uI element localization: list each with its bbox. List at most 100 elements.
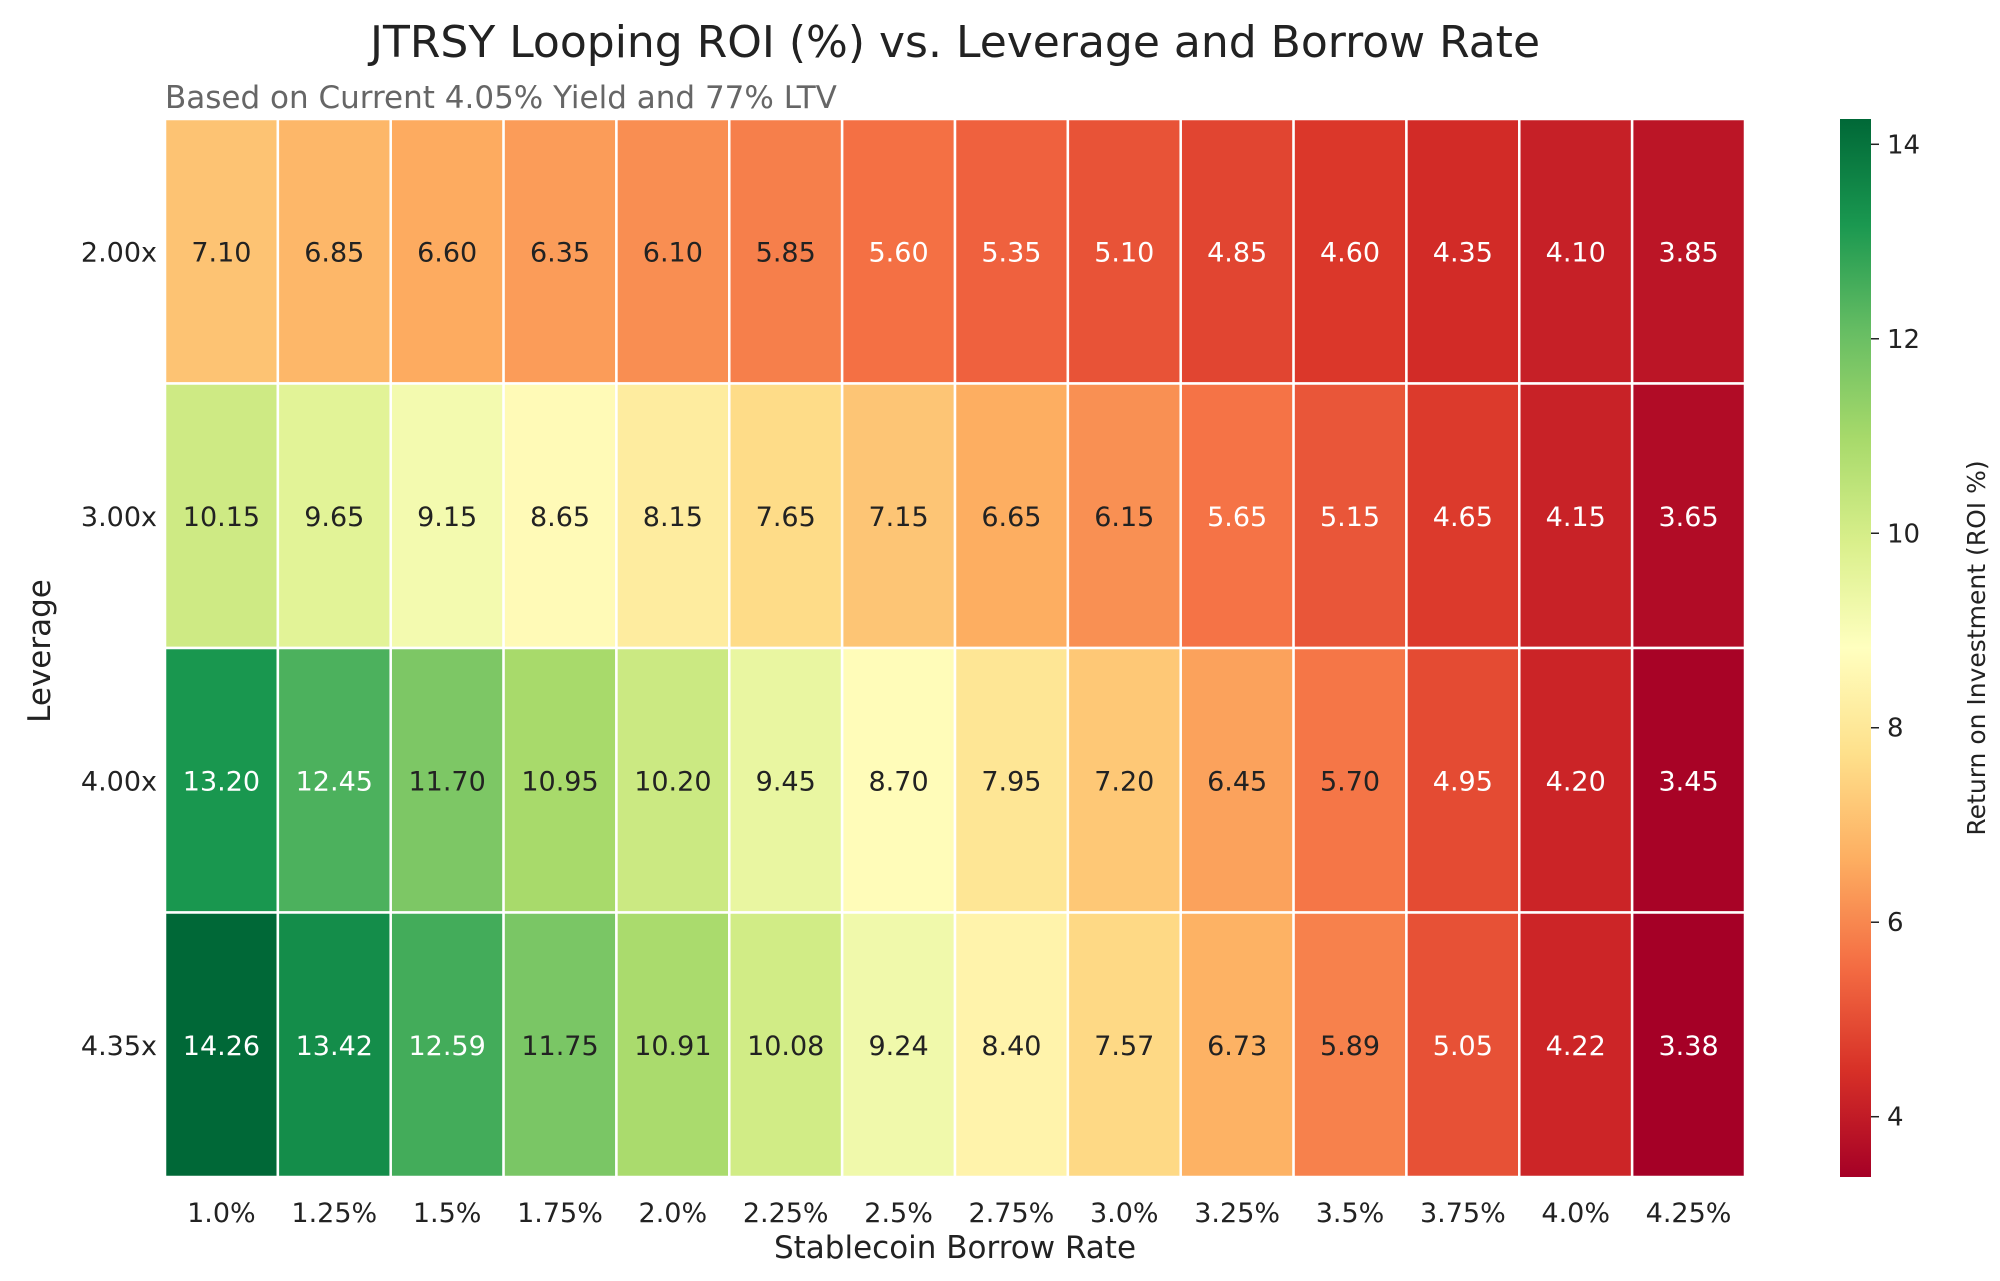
cell-value-label: 10.08 xyxy=(747,1031,824,1062)
x-tick-label: 1.5% xyxy=(413,1198,482,1229)
cell-value-label: 5.65 xyxy=(1207,502,1267,533)
heatmap-cell xyxy=(1066,646,1182,914)
heatmap-cell xyxy=(953,117,1070,385)
y-tick-label: 2.00x xyxy=(81,237,157,268)
x-tick-label: 1.25% xyxy=(291,1198,377,1229)
heatmap-cell xyxy=(1292,382,1408,650)
heatmap-cell xyxy=(502,911,618,1179)
cell-value-label: 5.60 xyxy=(869,237,929,268)
heatmap-cell xyxy=(389,117,505,385)
x-tick-label: 3.25% xyxy=(1194,1198,1280,1229)
cell-value-label: 9.45 xyxy=(756,766,816,797)
cell-value-label: 8.70 xyxy=(869,766,929,797)
cell-value-label: 4.95 xyxy=(1433,766,1493,797)
heatmap-cell xyxy=(615,382,731,650)
x-tick-label: 1.0% xyxy=(187,1198,256,1229)
cell-value-label: 6.85 xyxy=(304,237,364,268)
cell-value-label: 13.20 xyxy=(183,766,260,797)
colorbar-tick-label: 10 xyxy=(1887,519,1920,549)
heatmap-cell xyxy=(1518,382,1634,650)
y-tick-label: 4.00x xyxy=(81,766,157,797)
heatmap-cell xyxy=(163,117,280,385)
cell-value-label: 4.15 xyxy=(1546,502,1606,533)
cell-value-label: 5.05 xyxy=(1433,1031,1493,1062)
colorbar-label: Return on Investment (ROI %) xyxy=(1962,460,1991,835)
cell-value-label: 5.70 xyxy=(1320,766,1380,797)
cell-value-label: 8.15 xyxy=(643,502,703,533)
heatmap-cell xyxy=(728,911,844,1179)
chart-title: JTRSY Looping ROI (%) vs. Leverage and B… xyxy=(367,17,1540,68)
heatmap-cell xyxy=(1630,911,1747,1179)
heatmap-cell xyxy=(1066,382,1182,650)
x-axis-label: Stablecoin Borrow Rate xyxy=(774,1230,1136,1266)
cell-value-label: 10.20 xyxy=(634,766,711,797)
cell-value-label: 3.38 xyxy=(1659,1031,1719,1062)
cell-value-label: 4.85 xyxy=(1207,237,1267,268)
cell-value-label: 6.45 xyxy=(1207,766,1267,797)
chart-subtitle: Based on Current 4.05% Yield and 77% LTV xyxy=(165,80,837,116)
heatmap-cell xyxy=(1292,646,1408,914)
heatmap-cell xyxy=(953,911,1070,1179)
cell-value-label: 3.65 xyxy=(1659,502,1719,533)
cell-value-label: 11.75 xyxy=(521,1031,598,1062)
cell-value-label: 6.10 xyxy=(643,237,703,268)
heatmap-cell xyxy=(728,117,844,385)
cell-value-label: 10.15 xyxy=(183,502,260,533)
cell-value-label: 7.57 xyxy=(1094,1031,1154,1062)
cell-value-label: 4.60 xyxy=(1320,237,1380,268)
colorbar-ticks: 4 6 8 10 12 14 xyxy=(1871,130,1920,1133)
heatmap-cell xyxy=(1518,911,1634,1179)
colorbar-tick-label: 8 xyxy=(1887,714,1904,744)
cell-value-label: 12.59 xyxy=(408,1031,485,1062)
cell-value-label: 10.95 xyxy=(521,766,598,797)
cell-value-label: 7.10 xyxy=(191,237,251,268)
x-tick-label: 2.5% xyxy=(864,1198,933,1229)
colorbar-tick-label: 4 xyxy=(1887,1103,1904,1133)
cell-value-label: 4.65 xyxy=(1433,502,1493,533)
heatmap-cell xyxy=(1066,911,1182,1179)
colorbar-tick-label: 12 xyxy=(1887,325,1920,355)
x-tick-label: 3.5% xyxy=(1316,1198,1385,1229)
x-tick-labels: 1.0% 1.25% 1.5% 1.75% 2.0% 2.25% 2.5% 2.75% 3.0%… xyxy=(187,1198,1731,1229)
heatmap-cell xyxy=(1630,117,1747,385)
cell-value-label: 4.20 xyxy=(1546,766,1606,797)
colorbar xyxy=(1840,119,1871,1177)
heatmap-cell xyxy=(840,911,957,1179)
heatmap-cell-labels: 7.10 6.85 6.60 6.35 6.10 5.85 5.60 5.35 5.10 4.85… xyxy=(183,237,1719,1062)
cell-value-label: 6.35 xyxy=(530,237,590,268)
cell-value-label: 7.65 xyxy=(756,502,816,533)
heatmap-cells xyxy=(163,117,1747,1179)
heatmap-cell xyxy=(276,382,392,650)
y-tick-label: 4.35x xyxy=(81,1031,157,1062)
cell-value-label: 6.60 xyxy=(417,237,477,268)
cell-value-label: 9.65 xyxy=(304,502,364,533)
x-tick-label: 4.0% xyxy=(1541,1198,1610,1229)
cell-value-label: 6.15 xyxy=(1094,502,1154,533)
cell-value-label: 12.45 xyxy=(296,766,373,797)
x-tick-label: 2.25% xyxy=(743,1198,829,1229)
heatmap-cell xyxy=(1292,911,1408,1179)
cell-value-label: 5.35 xyxy=(981,237,1041,268)
heatmap-cell xyxy=(163,646,280,914)
heatmap-cell xyxy=(389,911,505,1179)
cell-value-label: 11.70 xyxy=(408,766,485,797)
y-tick-labels: 2.00x 3.00x 4.00x 4.35x xyxy=(81,237,157,1062)
heatmap-cell xyxy=(1405,646,1521,914)
cell-value-label: 7.15 xyxy=(869,502,929,533)
heatmap-cell xyxy=(1179,117,1295,385)
cell-value-label: 14.26 xyxy=(183,1031,260,1062)
heatmap-cell xyxy=(953,646,1070,914)
heatmap-cell xyxy=(502,382,618,650)
heatmap-cell xyxy=(1179,646,1295,914)
cell-value-label: 3.45 xyxy=(1659,766,1719,797)
cell-value-label: 7.95 xyxy=(981,766,1041,797)
heatmap-cell xyxy=(1405,117,1521,385)
cell-value-label: 6.65 xyxy=(981,502,1041,533)
heatmap-cell xyxy=(276,117,392,385)
x-tick-label: 4.25% xyxy=(1646,1198,1732,1229)
heatmap-cell xyxy=(953,382,1070,650)
heatmap-cell xyxy=(163,911,280,1179)
cell-value-label: 6.73 xyxy=(1207,1031,1267,1062)
heatmap-cell xyxy=(728,382,844,650)
